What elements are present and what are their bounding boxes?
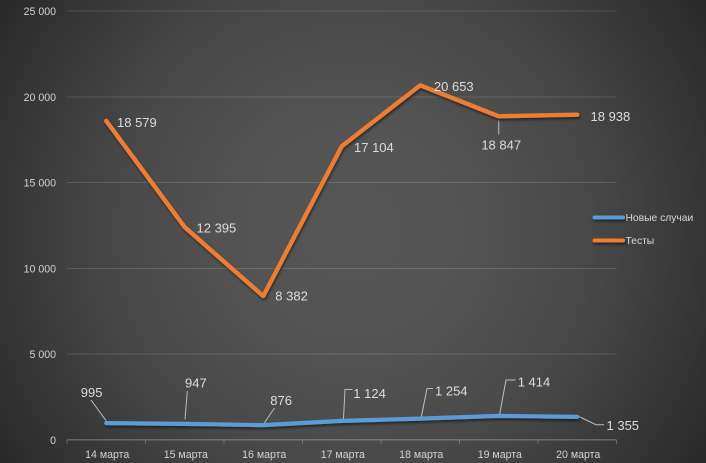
svg-text:15 000: 15 000 (24, 178, 57, 190)
svg-text:18 579: 18 579 (117, 115, 157, 130)
svg-text:17 104: 17 104 (354, 140, 394, 155)
svg-text:10 000: 10 000 (24, 264, 57, 276)
svg-text:8 382: 8 382 (275, 289, 308, 304)
svg-text:25 000: 25 000 (24, 6, 57, 18)
svg-text:18 847: 18 847 (481, 137, 521, 152)
svg-text:1 414: 1 414 (518, 375, 551, 390)
svg-text:17 марта: 17 марта (321, 449, 365, 461)
svg-text:Тесты: Тесты (626, 236, 655, 247)
svg-text:995: 995 (81, 385, 103, 400)
svg-text:18 938: 18 938 (591, 109, 631, 124)
svg-text:1 355: 1 355 (607, 418, 640, 433)
svg-text:20 000: 20 000 (24, 92, 57, 104)
svg-text:1 254: 1 254 (435, 384, 468, 399)
svg-text:0: 0 (50, 435, 56, 447)
svg-text:20 653: 20 653 (434, 79, 474, 94)
svg-text:1 124: 1 124 (353, 386, 386, 401)
svg-text:19 марта: 19 марта (478, 449, 522, 461)
svg-text:20 марта: 20 марта (556, 449, 600, 461)
svg-text:Новые случаи: Новые случаи (626, 213, 694, 224)
svg-text:15 марта: 15 марта (164, 449, 208, 461)
svg-text:14 марта: 14 марта (85, 449, 129, 461)
svg-text:18 марта: 18 марта (399, 449, 443, 461)
svg-text:5 000: 5 000 (29, 349, 56, 361)
svg-text:947: 947 (185, 375, 207, 390)
svg-text:12 395: 12 395 (197, 220, 237, 235)
svg-text:16 марта: 16 марта (242, 449, 286, 461)
svg-text:876: 876 (270, 393, 292, 408)
